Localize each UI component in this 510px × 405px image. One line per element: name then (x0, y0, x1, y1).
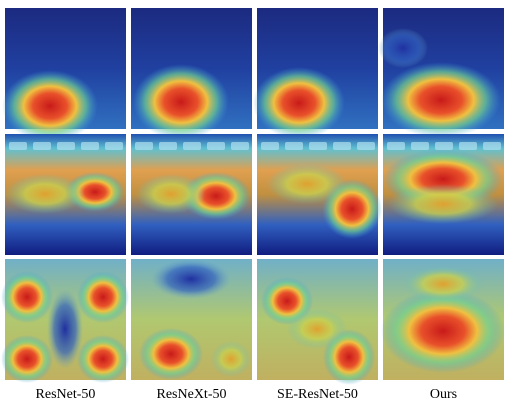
key (33, 142, 51, 150)
heatmap-image (131, 134, 252, 255)
heat-region (378, 28, 428, 68)
key (57, 142, 75, 150)
heat-region (77, 335, 129, 383)
key (357, 142, 375, 150)
heatmap-image (381, 259, 505, 380)
column-label: ResNet-50 (36, 387, 96, 402)
key (183, 142, 201, 150)
key (207, 142, 225, 150)
key (81, 142, 99, 150)
heat-region (151, 259, 231, 299)
key (309, 142, 327, 150)
key (411, 142, 429, 150)
key (159, 142, 177, 150)
key (9, 142, 27, 150)
heat-region (388, 184, 498, 224)
heatmap-image (131, 259, 252, 380)
heat-region (287, 309, 347, 349)
key (459, 142, 477, 150)
heatmap-image (378, 8, 504, 138)
key (333, 142, 351, 150)
column-label: Ours (430, 387, 457, 402)
heat-region (403, 266, 483, 302)
heatmap-image (2, 8, 126, 142)
key (135, 142, 153, 150)
key (231, 142, 249, 150)
heatmap-image (257, 259, 378, 385)
heat-region (381, 289, 505, 373)
heat-region (136, 174, 206, 214)
key (261, 142, 279, 150)
heatmap-image (1, 259, 129, 383)
heat-region (1, 335, 53, 383)
heat-region (211, 341, 251, 377)
key (435, 142, 453, 150)
heat-region (47, 289, 83, 369)
heat-region (5, 174, 85, 214)
key (285, 142, 303, 150)
heatmap-image (5, 134, 126, 255)
heat-region (381, 62, 501, 138)
key (105, 142, 123, 150)
heatmap-image (257, 134, 382, 255)
heatmap-image (253, 8, 378, 139)
key (387, 142, 405, 150)
heat-region (1, 271, 53, 323)
column-label: ResNeXt-50 (157, 387, 227, 402)
heatmap-image (131, 8, 252, 140)
heat-region (133, 64, 229, 140)
column-label: SE-ResNet-50 (277, 387, 358, 402)
heat-region (253, 67, 345, 139)
heat-region (267, 164, 347, 204)
heatmap-image (383, 134, 504, 255)
heat-region (77, 271, 129, 323)
key (483, 142, 501, 150)
heat-region (2, 70, 98, 142)
heat-region (139, 328, 203, 380)
